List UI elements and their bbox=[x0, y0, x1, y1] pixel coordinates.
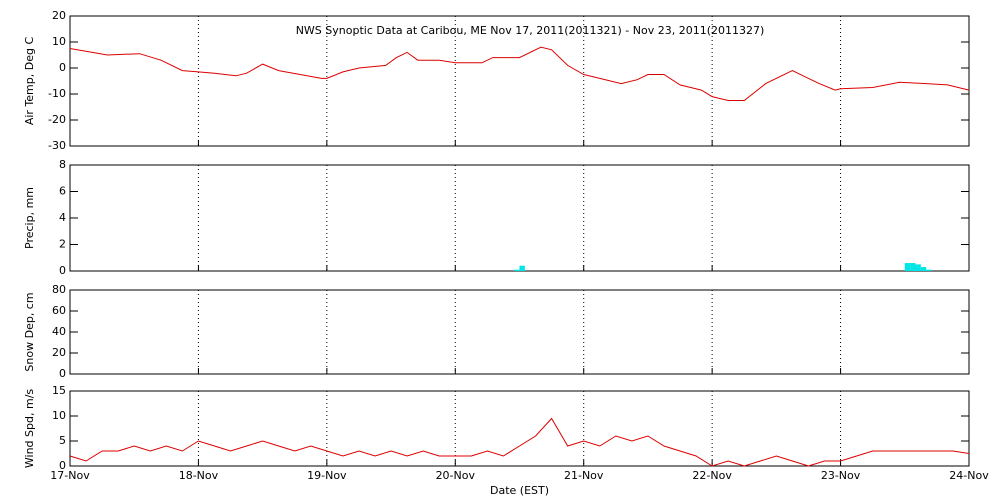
y-axis-label: Snow Dep, cm bbox=[23, 292, 36, 371]
y-tick-label: 0 bbox=[59, 459, 66, 472]
x-axis-label: Date (EST) bbox=[490, 484, 549, 497]
y-tick-label: 60 bbox=[52, 304, 66, 317]
y-tick-label: 0 bbox=[59, 264, 66, 277]
y-tick-label: 5 bbox=[59, 434, 66, 447]
y-tick-label: 0 bbox=[59, 367, 66, 380]
y-tick-label: 0 bbox=[59, 61, 66, 74]
y-tick-label: -20 bbox=[48, 113, 66, 126]
y-tick-label: -30 bbox=[48, 139, 66, 152]
y-tick-label: 80 bbox=[52, 283, 66, 296]
y-tick-label: -10 bbox=[48, 87, 66, 100]
bar bbox=[910, 263, 916, 271]
y-axis-label: Air Temp, Deg C bbox=[23, 37, 36, 126]
y-axis-label: Precip, mm bbox=[23, 187, 36, 249]
x-tick-label: 21-Nov bbox=[564, 469, 604, 482]
y-tick-label: 4 bbox=[59, 211, 66, 224]
plot-frame bbox=[69, 164, 970, 272]
bar bbox=[920, 267, 927, 271]
y-tick-label: 8 bbox=[59, 158, 66, 171]
y-tick-label: 20 bbox=[52, 346, 66, 359]
x-tick-label: 24-Nov bbox=[949, 469, 989, 482]
y-tick-label: 20 bbox=[52, 9, 66, 22]
chart-title: NWS Synoptic Data at Caribou, ME Nov 17,… bbox=[296, 24, 765, 37]
y-tick-label: 10 bbox=[52, 35, 66, 48]
x-tick-label: 17-Nov bbox=[50, 469, 90, 482]
y-axis-label: Wind Spd, m/s bbox=[23, 389, 36, 469]
x-tick-label: 18-Nov bbox=[179, 469, 219, 482]
x-tick-label: 22-Nov bbox=[692, 469, 732, 482]
y-tick-label: 10 bbox=[52, 409, 66, 422]
data-line bbox=[69, 417, 970, 467]
bar bbox=[926, 269, 932, 271]
bar bbox=[904, 263, 911, 271]
x-tick-label: 20-Nov bbox=[436, 469, 476, 482]
x-tick-label: 19-Nov bbox=[307, 469, 347, 482]
x-tick-label: 23-Nov bbox=[821, 469, 861, 482]
bar bbox=[519, 265, 525, 271]
data-line bbox=[69, 46, 970, 101]
y-tick-label: 2 bbox=[59, 238, 66, 251]
y-tick-label: 6 bbox=[59, 185, 66, 198]
bar bbox=[915, 264, 921, 271]
bar bbox=[514, 269, 520, 271]
y-tick-label: 15 bbox=[52, 384, 66, 397]
plot-frame bbox=[69, 390, 970, 467]
plot-frame bbox=[69, 289, 970, 375]
y-tick-label: 40 bbox=[52, 325, 66, 338]
